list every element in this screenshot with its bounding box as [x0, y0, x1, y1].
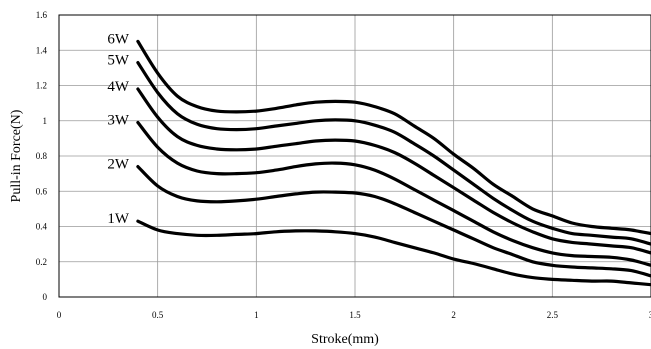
- plot-frame: [58, 14, 651, 298]
- x-tick-label: 3: [649, 310, 651, 320]
- y-tick-label: 1: [43, 116, 48, 126]
- grid-lines: [58, 14, 651, 298]
- series-label-2w: 2W: [107, 157, 130, 173]
- series-labels: 1W 2W 3W 4W 5W 6W: [107, 31, 130, 227]
- series-line-2w: [136, 165, 651, 278]
- y-tick-label: 0: [43, 292, 48, 302]
- y-axis-label: Pull-in Force(N): [9, 109, 24, 202]
- x-tick-labels: 0 0.5 1 1.5 2 2.5 3: [57, 310, 651, 320]
- series-line-4w: [136, 87, 651, 255]
- series-label-4w: 4W: [107, 79, 130, 95]
- series-line-6w: [136, 39, 651, 236]
- y-tick-label: 1.2: [36, 81, 47, 91]
- y-tick-label: 0.6: [36, 186, 48, 196]
- x-tick-label: 2: [451, 310, 456, 320]
- series-label-6w: 6W: [107, 31, 130, 47]
- series-label-1w: 1W: [107, 211, 130, 227]
- x-axis-label: Stroke(mm): [311, 332, 379, 347]
- x-tick-label: 1.5: [349, 310, 361, 320]
- x-tick-label: 1: [254, 310, 259, 320]
- x-tick-label: 0.5: [152, 310, 164, 320]
- series-line-1w: [136, 219, 651, 287]
- series-label-3w: 3W: [107, 113, 130, 129]
- y-tick-label: 0.4: [36, 222, 48, 232]
- series-line-5w: [136, 61, 651, 246]
- series-lines: [136, 39, 651, 287]
- y-tick-label: 1.6: [36, 10, 48, 20]
- y-tick-labels: 0 0.2 0.4 0.6 0.8 1 1.2 1.4 1.6: [36, 10, 48, 302]
- x-tick-label: 2.5: [547, 310, 559, 320]
- series-label-5w: 5W: [107, 53, 130, 69]
- x-tick-label: 0: [57, 310, 62, 320]
- y-tick-label: 0.8: [36, 151, 48, 161]
- y-tick-label: 1.4: [36, 45, 48, 55]
- series-line-3w: [136, 120, 651, 267]
- y-tick-label: 0.2: [36, 257, 47, 267]
